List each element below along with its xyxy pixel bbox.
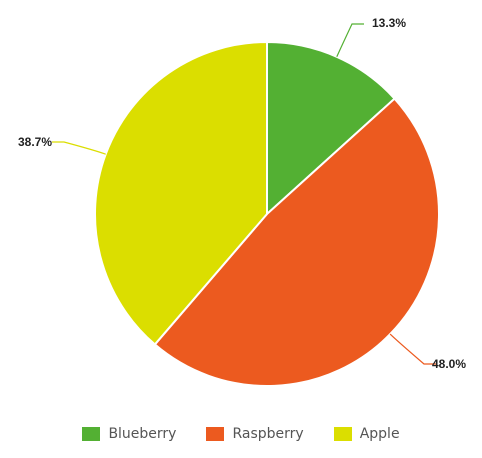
legend-item-blueberry[interactable]: Blueberry: [82, 426, 176, 442]
legend: Blueberry Raspberry Apple: [0, 424, 482, 444]
data-label-apple: 38.7%: [18, 135, 52, 149]
legend-label-apple: Apple: [359, 426, 400, 442]
pie-slice-raspberry[interactable]: [153, 97, 440, 387]
leader-line-blueberry: [336, 23, 364, 58]
legend-item-raspberry[interactable]: Raspberry: [206, 426, 304, 442]
leader-line-apple: [52, 141, 106, 155]
data-label-blueberry: 13.3%: [372, 16, 406, 30]
pie-slice-apple[interactable]: [94, 40, 268, 346]
legend-swatch-raspberry: [206, 427, 225, 441]
legend-swatch-blueberry: [82, 427, 101, 441]
legend-swatch-apple: [333, 427, 352, 441]
data-label-raspberry: 48.0%: [432, 357, 466, 371]
legend-item-apple[interactable]: Apple: [333, 426, 400, 442]
pie-slices: [94, 40, 440, 387]
leader-line-raspberry: [389, 333, 436, 365]
legend-label-blueberry: Blueberry: [108, 426, 177, 442]
legend-label-raspberry: Raspberry: [232, 426, 304, 442]
pie-labels: 13.3% 48.0% 38.7%: [18, 16, 466, 371]
